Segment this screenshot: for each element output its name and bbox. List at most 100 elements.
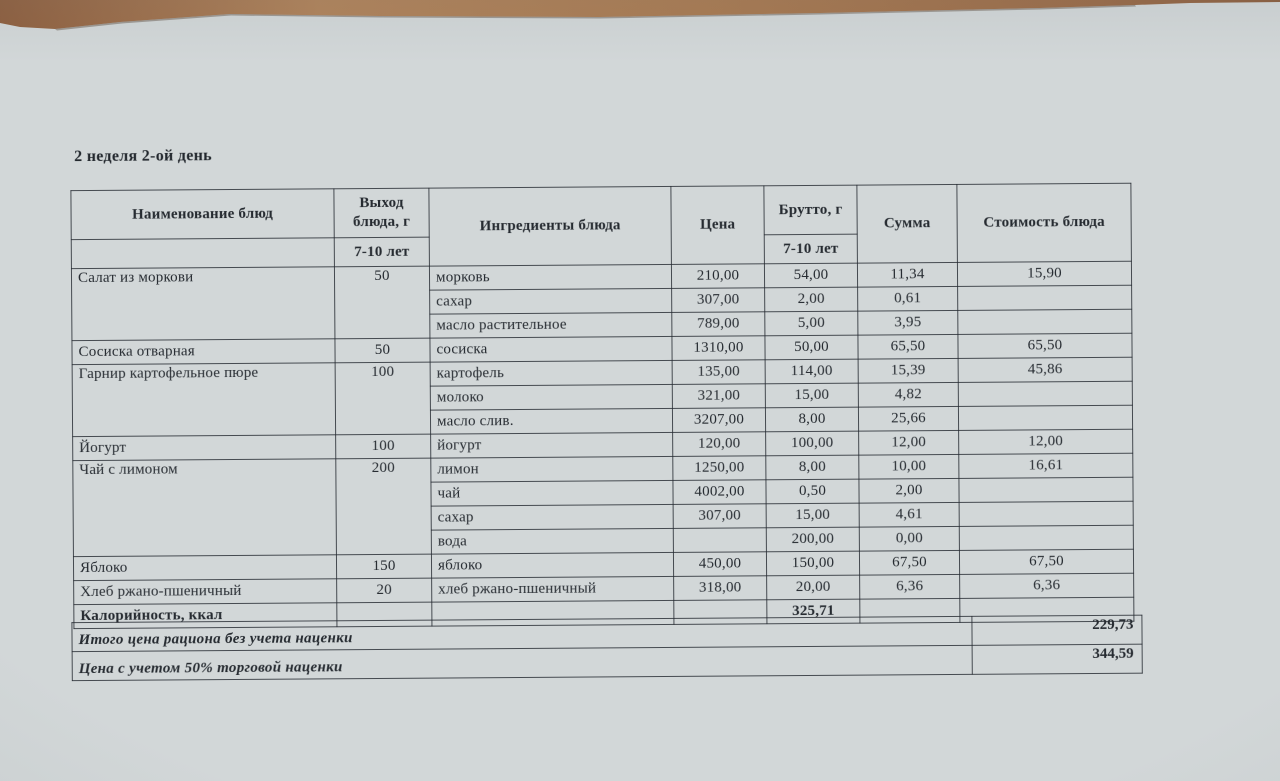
table-cell: 45,86 bbox=[958, 357, 1133, 383]
table-cell: 20 bbox=[336, 578, 432, 603]
table-body: Салат из моркови 50 морковь 210,00 54,00 11,3… bbox=[71, 261, 1134, 629]
table-cell: 67,50 bbox=[959, 549, 1134, 575]
table-cell: 6,36 bbox=[959, 573, 1134, 599]
document-title: 2 неделя 2-ой день bbox=[74, 147, 212, 166]
table-cell: 100,00 bbox=[765, 431, 859, 456]
table-cell: 100 bbox=[335, 434, 431, 459]
table-cell: Йогурт bbox=[72, 434, 336, 461]
table-cell: Гарнир картофельное пюре bbox=[72, 362, 336, 437]
table-cell: 1250,00 bbox=[672, 455, 766, 481]
table-header: Наименование блюд Выход блюда, г Ингреди… bbox=[70, 183, 1132, 269]
table-cell: 15,00 bbox=[765, 383, 859, 408]
table-cell: лимон bbox=[430, 456, 673, 483]
table-cell: 3,95 bbox=[857, 310, 958, 336]
table-cell: 1310,00 bbox=[671, 335, 766, 361]
table-cell: 12,00 bbox=[858, 430, 959, 456]
table-cell: 16,61 bbox=[958, 453, 1133, 479]
table-cell: 200 bbox=[335, 458, 432, 555]
column-subheader-empty bbox=[71, 237, 335, 269]
table-cell bbox=[958, 405, 1133, 431]
column-header-sum: Сумма bbox=[856, 184, 958, 264]
table-cell: йогурт bbox=[430, 432, 673, 459]
table-cell: 15,90 bbox=[957, 261, 1132, 287]
column-header-output: Выход блюда, г bbox=[333, 188, 430, 238]
column-header-ingredients: Ингредиенты блюда bbox=[428, 186, 672, 267]
table-cell: 25,66 bbox=[858, 406, 959, 432]
table-cell: 120,00 bbox=[672, 431, 766, 457]
table-cell: Чай с лимоном bbox=[72, 458, 337, 557]
column-header-price: Цена bbox=[670, 185, 765, 265]
table-cell: вода bbox=[431, 528, 674, 555]
column-header-dish-cost: Стоимость блюда bbox=[956, 183, 1132, 263]
totals-row: Цена с учетом 50% торговой наценки 344,5… bbox=[72, 644, 1143, 681]
table-cell bbox=[959, 525, 1134, 551]
table-cell bbox=[957, 309, 1132, 335]
table-cell: 4,82 bbox=[858, 382, 959, 408]
table-cell: 789,00 bbox=[671, 311, 765, 337]
totals-label-with-markup: Цена с учетом 50% торговой наценки bbox=[72, 645, 973, 681]
table-cell: 450,00 bbox=[673, 551, 767, 577]
table-cell: сахар bbox=[431, 504, 674, 531]
table-cell: масло растительное bbox=[429, 312, 672, 339]
table-cell: 11,34 bbox=[857, 262, 958, 288]
table-cell: 4,61 bbox=[859, 502, 960, 528]
table-cell: 50 bbox=[334, 338, 431, 363]
table-cell: сахар bbox=[429, 288, 672, 315]
table-cell bbox=[957, 285, 1132, 311]
totals-value-without-markup: 229,73 bbox=[971, 615, 1143, 646]
table-cell: 15,00 bbox=[766, 503, 860, 528]
table-cell: 135,00 bbox=[672, 359, 766, 385]
menu-cost-table: Наименование блюд Выход блюда, г Ингреди… bbox=[70, 183, 1134, 629]
table-cell: 321,00 bbox=[672, 383, 766, 409]
table-cell: 2,00 bbox=[858, 478, 960, 504]
table-cell: масло слив. bbox=[430, 408, 673, 435]
table-cell: 8,00 bbox=[765, 455, 859, 480]
column-subheader-age-gross: 7-10 лет bbox=[764, 234, 858, 264]
table-cell: 65,50 bbox=[857, 334, 959, 360]
table-cell: хлеб ржано-пшеничный bbox=[431, 576, 674, 603]
table-cell: Хлеб ржано-пшеничный bbox=[73, 578, 337, 605]
table-cell bbox=[673, 527, 767, 553]
table-cell: чай bbox=[430, 480, 674, 507]
table-cell: 67,50 bbox=[859, 550, 960, 576]
table-cell: 5,00 bbox=[764, 311, 858, 336]
table-cell: 8,00 bbox=[765, 407, 859, 432]
table-cell: 307,00 bbox=[673, 503, 767, 529]
column-subheader-age-output: 7-10 лет bbox=[334, 237, 430, 267]
table-cell: 150 bbox=[336, 554, 432, 579]
table-cell: морковь bbox=[429, 264, 672, 291]
table-cell: сосиска bbox=[429, 336, 673, 363]
table-cell: 0,00 bbox=[859, 526, 960, 552]
table-cell: 210,00 bbox=[671, 263, 765, 289]
table-cell: 12,00 bbox=[958, 429, 1133, 455]
table-cell: 15,39 bbox=[858, 358, 959, 384]
column-header-gross: Брутто, г bbox=[763, 185, 858, 235]
table-cell: молоко bbox=[430, 384, 673, 411]
table-cell: 2,00 bbox=[764, 287, 858, 312]
table-cell: 4002,00 bbox=[672, 479, 767, 505]
table-cell: 150,00 bbox=[766, 551, 860, 576]
table-cell: 0,61 bbox=[857, 286, 958, 312]
table-cell: 50 bbox=[334, 266, 430, 339]
table-cell: яблоко bbox=[431, 552, 674, 579]
column-header-dish-name: Наименование блюд bbox=[70, 188, 335, 240]
table-cell: 100 bbox=[335, 362, 431, 435]
table-cell: 65,50 bbox=[957, 333, 1133, 359]
wood-table-edge bbox=[0, 0, 1280, 31]
totals-value-with-markup: 344,59 bbox=[972, 644, 1143, 675]
table-cell: 50,00 bbox=[764, 335, 859, 360]
table-cell: 6,36 bbox=[859, 574, 960, 600]
table-cell: 10,00 bbox=[858, 454, 959, 480]
table-cell: 307,00 bbox=[671, 287, 765, 313]
table-cell: 54,00 bbox=[764, 263, 858, 288]
table-cell: 318,00 bbox=[673, 575, 767, 601]
table-cell bbox=[958, 381, 1133, 407]
table-cell: 20,00 bbox=[766, 575, 860, 600]
header-row-main: Наименование блюд Выход блюда, г Ингреди… bbox=[70, 183, 1132, 267]
table-cell: картофель bbox=[430, 360, 673, 387]
totals-table: Итого цена рациона без учета наценки 229… bbox=[71, 615, 1143, 681]
table-cell bbox=[959, 501, 1134, 527]
table-cell: 114,00 bbox=[765, 359, 859, 384]
